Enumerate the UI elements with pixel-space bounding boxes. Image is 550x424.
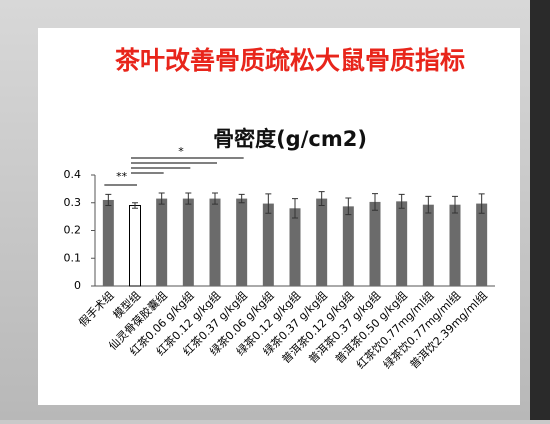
error-bar — [318, 191, 325, 207]
bar — [182, 198, 194, 286]
error-bar — [292, 198, 298, 219]
chart-subtitle: 骨密度(g/cm2) — [213, 127, 367, 151]
error-bar — [345, 197, 352, 216]
error-bar — [265, 193, 272, 214]
y-tick-label: 0.2 — [64, 224, 82, 237]
bar — [449, 204, 461, 286]
bar — [102, 199, 114, 286]
bar — [476, 203, 488, 286]
y-tick-label: 0.4 — [64, 168, 82, 181]
bar — [236, 198, 248, 286]
bar — [369, 201, 381, 286]
bar — [156, 198, 168, 286]
bar — [129, 205, 141, 287]
error-bar — [478, 193, 485, 214]
error-bar — [185, 192, 192, 205]
bar — [422, 204, 434, 286]
edge — [530, 0, 550, 420]
error-bar — [372, 193, 378, 211]
y-tick-label: 0 — [74, 279, 81, 292]
y-tick-label: 0.3 — [64, 196, 82, 209]
bar — [209, 198, 221, 286]
bar — [342, 206, 354, 286]
bar — [316, 198, 328, 286]
chart-title: 茶叶改善骨质疏松大鼠骨质指标 — [115, 46, 465, 75]
y-tick-label: 0.1 — [64, 251, 82, 264]
bar — [396, 201, 408, 286]
error-bar — [158, 192, 165, 205]
error-bar — [398, 193, 405, 209]
annotation: * — [178, 145, 184, 158]
annotation: ** — [116, 170, 128, 183]
error-bar — [425, 195, 432, 214]
error-bar — [105, 193, 112, 207]
error-bar — [238, 193, 245, 204]
bar — [289, 208, 301, 286]
bar — [262, 203, 274, 286]
error-bar — [452, 195, 458, 214]
error-bar — [212, 192, 218, 205]
error-bar — [132, 202, 138, 209]
slide-page — [38, 28, 520, 405]
